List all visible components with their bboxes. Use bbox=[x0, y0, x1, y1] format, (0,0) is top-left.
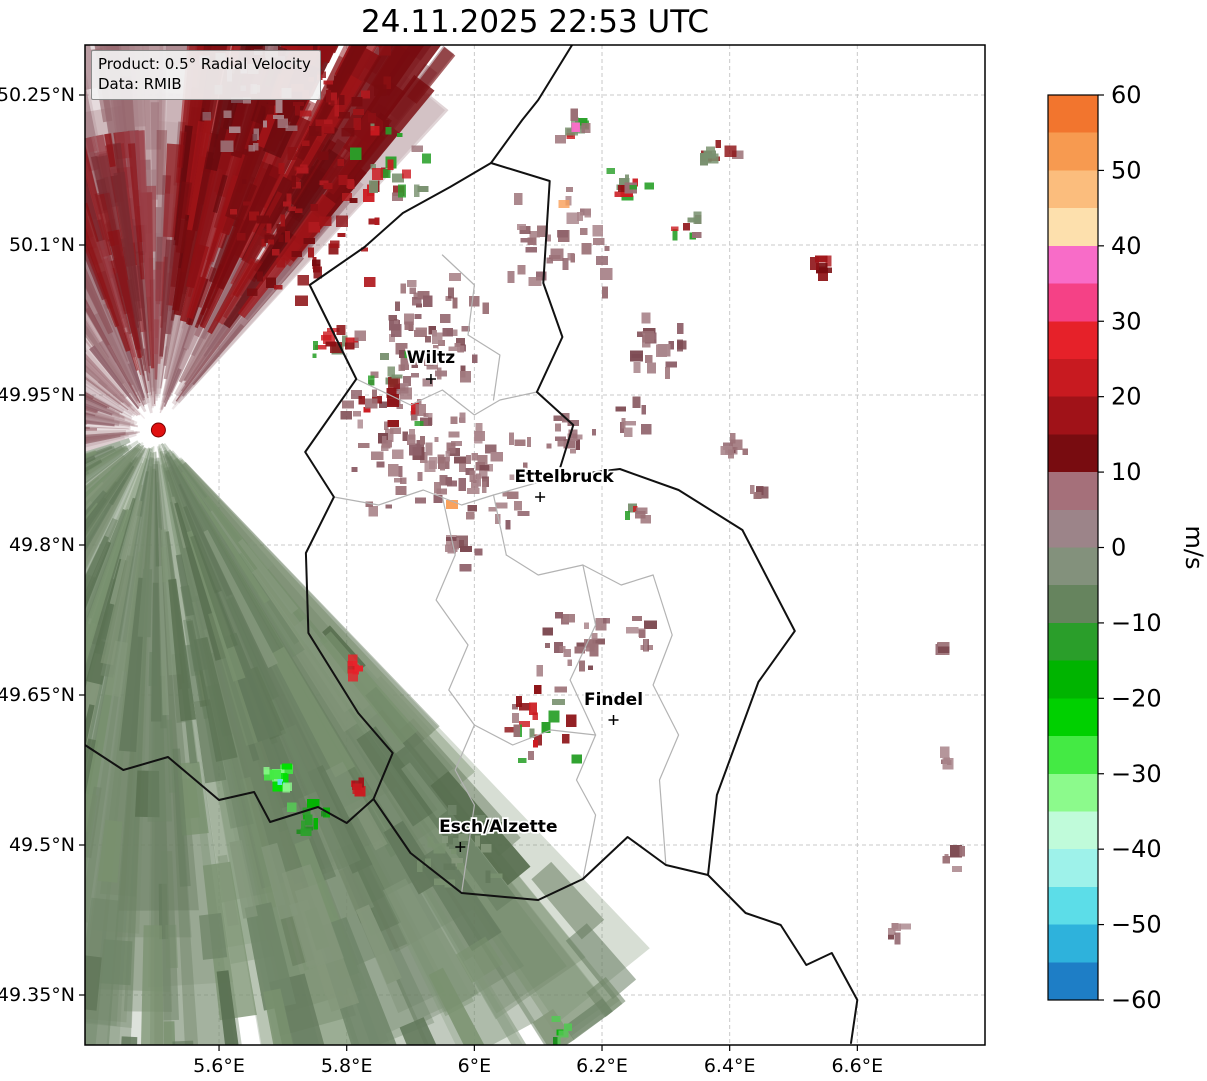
y-tick-label: 49.95°N bbox=[0, 384, 75, 406]
product-info-line: Product: 0.5° Radial Velocity bbox=[98, 55, 311, 73]
city-label: Ettelbruck bbox=[514, 467, 614, 487]
y-tick-label: 49.8°N bbox=[9, 534, 75, 556]
colorbar-band bbox=[1048, 170, 1098, 209]
radar-site-dot bbox=[150, 422, 166, 438]
country-borders bbox=[85, 45, 859, 1044]
city-label: Wiltz bbox=[407, 348, 456, 368]
data-source-line: Data: RMIB bbox=[98, 75, 182, 94]
colorbar-tick-label: −50 bbox=[1111, 911, 1162, 939]
radar-site-marker bbox=[150, 422, 166, 438]
colorbar-band bbox=[1048, 547, 1098, 586]
x-tick-label: 6.6°E bbox=[831, 1055, 883, 1077]
colorbar-tick-label: −30 bbox=[1111, 760, 1162, 788]
city-marker bbox=[455, 842, 466, 852]
figure-title: 24.11.2025 22:53 UTC bbox=[361, 4, 709, 40]
colorbar-band bbox=[1048, 396, 1098, 435]
y-tick-label: 50.25°N bbox=[0, 84, 75, 106]
colorbar-tick-label: −60 bbox=[1111, 986, 1162, 1014]
city-marker bbox=[608, 715, 619, 725]
x-tick-label: 5.6°E bbox=[193, 1055, 245, 1077]
colorbar-tick-label: 10 bbox=[1111, 458, 1142, 486]
x-tick-label: 6°E bbox=[458, 1055, 492, 1077]
x-tick-label: 6.4°E bbox=[704, 1055, 756, 1077]
colorbar-band bbox=[1048, 434, 1098, 473]
colorbar-band bbox=[1048, 622, 1098, 662]
axis-ticks-and-labels: 5.6°E 5.8°E 6°E 6.2°E 6.4°E 6.6°E 50.25°N 50.1°… bbox=[0, 84, 883, 1077]
colorbar-tick-label: 50 bbox=[1111, 156, 1142, 184]
colorbar-band bbox=[1048, 736, 1098, 775]
internal-borders bbox=[333, 254, 680, 894]
colorbar-band bbox=[1048, 773, 1098, 813]
city-marker bbox=[425, 374, 436, 384]
city-marker bbox=[535, 492, 546, 502]
colorbar-band bbox=[1048, 811, 1098, 850]
colorbar-band bbox=[1048, 962, 1098, 1001]
colorbar-tick-label: −40 bbox=[1111, 835, 1162, 863]
colorbar-band bbox=[1048, 132, 1098, 172]
colorbar-band bbox=[1048, 321, 1098, 360]
colorbar-tick-label: 30 bbox=[1111, 307, 1142, 335]
city-markers: Wiltz Ettelbruck Findel Esch/Alzette bbox=[405, 346, 645, 852]
colorbar-band bbox=[1048, 95, 1098, 134]
colorbar-band bbox=[1048, 509, 1098, 549]
y-tick-label: 49.35°N bbox=[0, 984, 75, 1006]
colorbar-band bbox=[1048, 283, 1098, 322]
colorbar-tick-label: −20 bbox=[1111, 684, 1162, 712]
radar-echo-field bbox=[85, 45, 966, 1045]
x-tick-label: 6.2°E bbox=[576, 1055, 628, 1077]
colorbar-band bbox=[1048, 208, 1098, 247]
y-tick-label: 50.1°N bbox=[9, 234, 75, 256]
colorbar-band bbox=[1048, 660, 1098, 699]
colorbar-band bbox=[1048, 472, 1098, 511]
y-tick-label: 49.65°N bbox=[0, 684, 75, 706]
colorbar-tick-label: 0 bbox=[1111, 534, 1126, 562]
city-label: Esch/Alzette bbox=[439, 817, 557, 837]
colorbar-unit-label: m/s bbox=[1180, 526, 1207, 570]
colorbar-band bbox=[1048, 698, 1098, 737]
x-tick-label: 5.8°E bbox=[321, 1055, 373, 1077]
colorbar-band bbox=[1048, 585, 1098, 624]
city-label: Findel bbox=[584, 690, 643, 710]
colorbar-band bbox=[1048, 924, 1098, 963]
colorbar-band bbox=[1048, 849, 1098, 888]
colorbar-band bbox=[1048, 358, 1098, 398]
colorbar-band bbox=[1048, 886, 1098, 926]
colorbar-band bbox=[1048, 245, 1098, 285]
colorbar-tick-label: 40 bbox=[1111, 232, 1142, 260]
product-info-box: Product: 0.5° Radial Velocity Data: RMIB bbox=[91, 50, 321, 100]
y-tick-label: 49.5°N bbox=[9, 834, 75, 856]
colorbar-tick-label: −10 bbox=[1111, 609, 1162, 637]
colorbar-tick-label: 20 bbox=[1111, 383, 1142, 411]
colorbar: 60 50 40 30 20 10 0 −10 −20 −30 −40 −50 −60 m/s bbox=[1047, 81, 1207, 1014]
colorbar-tick-label: 60 bbox=[1111, 81, 1142, 109]
